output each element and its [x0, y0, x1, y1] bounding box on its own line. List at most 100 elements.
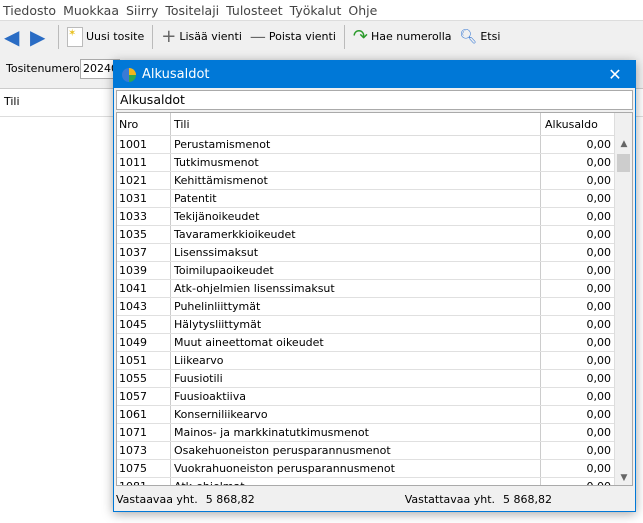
- cell-tili: Lisenssimaksut: [171, 244, 541, 261]
- cell-nro: 1043: [117, 298, 171, 315]
- menu-tulosteet[interactable]: Tulosteet: [226, 2, 283, 18]
- header-tili[interactable]: Tili: [171, 113, 541, 135]
- cell-tili: Tekijänoikeudet: [171, 208, 541, 225]
- menu-bar: Tiedosto Muokkaa Siirry Tositelaji Tulosteet…: [0, 0, 643, 20]
- liabilities-total-value: 5 868,82: [503, 492, 553, 506]
- menu-muokkaa[interactable]: Muokkaa: [63, 2, 119, 18]
- cell-tili: Perustamismenot: [171, 136, 541, 153]
- scroll-down-icon[interactable]: ▼: [620, 473, 628, 483]
- balances-table: Nro Tili Alkusaldo 1001 Perustamismenot 0,…: [116, 112, 633, 486]
- dialog-title: Alkusaldot: [142, 67, 210, 82]
- cell-nro: 1031: [117, 190, 171, 207]
- table-row[interactable]: 1037 Lisenssimaksut 0,00: [117, 244, 632, 262]
- cell-nro: 1081: [117, 478, 171, 485]
- table-row[interactable]: 1073 Osakehuoneiston perusparannusmenot 0,…: [117, 442, 632, 460]
- cell-tili: Osakehuoneiston perusparannusmenot: [171, 442, 541, 459]
- assets-total-label: Vastaavaa yht.: [116, 492, 198, 506]
- separator: [58, 24, 59, 49]
- cell-nro: 1001: [117, 136, 171, 153]
- menu-työkalut[interactable]: Työkalut: [289, 2, 342, 18]
- table-row[interactable]: 1043 Puhelinliittymät 0,00: [117, 298, 632, 316]
- assets-total-value: 5 868,82: [205, 492, 255, 506]
- new-voucher-label: Uusi tosite: [86, 30, 145, 43]
- menu-tiedosto[interactable]: Tiedosto: [3, 2, 57, 18]
- cell-nro: 1011: [117, 154, 171, 171]
- remove-entry-label: Poista vienti: [268, 30, 336, 43]
- header-nro[interactable]: Nro: [117, 113, 171, 135]
- cell-alkusaldo[interactable]: 0,00: [586, 354, 612, 367]
- cell-tili: Tutkimusmenot: [171, 154, 541, 171]
- cell-alkusaldo[interactable]: 0,00: [586, 372, 612, 385]
- voucher-number-label: Tositenumero: [6, 62, 80, 75]
- cell-nro: 1035: [117, 226, 171, 243]
- menu-tositelaji[interactable]: Tositelaji: [165, 2, 220, 18]
- search-label: Etsi: [480, 30, 501, 43]
- cell-nro: 1061: [117, 406, 171, 423]
- table-row[interactable]: 1031 Patentit 0,00: [117, 190, 632, 208]
- cell-tili: Toimilupaoikeudet: [171, 262, 541, 279]
- fetch-label: Hae numerolla: [370, 30, 452, 43]
- remove-entry-button[interactable]: — Poista vienti: [248, 27, 338, 46]
- scroll-up-icon[interactable]: ▲: [620, 139, 628, 149]
- liabilities-total-label: Vastattavaa yht.: [404, 492, 496, 506]
- table-row[interactable]: 1045 Hälytysliittymät 0,00: [117, 316, 632, 334]
- scrollbar-thumb[interactable]: [617, 154, 630, 172]
- table-row[interactable]: 1041 Atk-ohjelmien lisenssimaksut 0,00: [117, 280, 632, 298]
- cell-alkusaldo[interactable]: 0,00: [541, 478, 615, 485]
- table-row[interactable]: 1071 Mainos- ja markkinatutkimusmenot 0,00: [117, 424, 632, 442]
- back-arrow-icon[interactable]: ◀: [4, 24, 20, 49]
- cell-nro: 1041: [117, 280, 171, 297]
- forward-arrow-icon[interactable]: ▶: [30, 24, 46, 49]
- table-row[interactable]: 1057 Fuusioaktiiva 0,00: [117, 388, 632, 406]
- cell-alkusaldo[interactable]: 0,00: [586, 426, 612, 439]
- table-row[interactable]: 1051 Liikearvo 0,00: [117, 352, 632, 370]
- cell-alkusaldo[interactable]: 0,00: [586, 336, 612, 349]
- table-row[interactable]: 1033 Tekijänoikeudet 0,00: [117, 208, 632, 226]
- cell-alkusaldo[interactable]: 0,00: [586, 282, 612, 295]
- new-document-icon: ✶: [67, 26, 83, 47]
- cell-alkusaldo[interactable]: 0,00: [586, 156, 612, 169]
- cell-alkusaldo[interactable]: 0,00: [586, 444, 612, 457]
- cell-nro: 1021: [117, 172, 171, 189]
- cell-alkusaldo[interactable]: 0,00: [586, 264, 612, 277]
- plus-icon: +: [161, 26, 177, 47]
- table-row[interactable]: 1049 Muut aineettomat oikeudet 0,00: [117, 334, 632, 352]
- cell-alkusaldo[interactable]: 0,00: [586, 192, 612, 205]
- cell-tili: Kehittämismenot: [171, 172, 541, 189]
- cell-tili: Vuokrahuoneiston perusparannusmenot: [171, 460, 541, 477]
- cell-alkusaldo[interactable]: 0,00: [586, 300, 612, 313]
- table-row[interactable]: 1035 Tavaramerkkioikeudet 0,00: [117, 226, 632, 244]
- table-row[interactable]: 1061 Konserniliikearvo 0,00: [117, 406, 632, 424]
- vertical-scrollbar[interactable]: ▲ ▼: [614, 113, 632, 485]
- cell-alkusaldo[interactable]: 0,00: [586, 408, 612, 421]
- menu-siirry[interactable]: Siirry: [126, 2, 159, 18]
- cell-alkusaldo[interactable]: 0,00: [586, 228, 612, 241]
- cell-alkusaldo[interactable]: 0,00: [586, 318, 612, 331]
- cell-alkusaldo[interactable]: 0,00: [586, 462, 612, 475]
- add-entry-button[interactable]: + Lisää vienti: [159, 26, 244, 47]
- table-row[interactable]: 1021 Kehittämismenot 0,00: [117, 172, 632, 190]
- table-row[interactable]: 1011 Tutkimusmenot 0,00: [117, 154, 632, 172]
- cell-alkusaldo[interactable]: 0,00: [586, 210, 612, 223]
- menu-ohje[interactable]: Ohje: [348, 2, 378, 18]
- search-button[interactable]: 🔍︎ Etsi: [458, 29, 503, 45]
- table-row[interactable]: 1081Atk-ohjelmat0,00: [117, 478, 632, 485]
- table-row[interactable]: 1001 Perustamismenot 0,00: [117, 136, 632, 154]
- dialog-subtitle: Alkusaldot: [116, 90, 633, 110]
- cell-tili: Liikearvo: [171, 352, 541, 369]
- cell-nro: 1075: [117, 460, 171, 477]
- cell-alkusaldo[interactable]: 0,00: [586, 138, 612, 151]
- cell-alkusaldo[interactable]: 0,00: [586, 390, 612, 403]
- table-row[interactable]: 1055 Fuusiotili 0,00: [117, 370, 632, 388]
- header-alkusaldo[interactable]: Alkusaldo: [545, 117, 598, 131]
- new-voucher-button[interactable]: ✶ Uusi tosite: [65, 26, 146, 47]
- cell-alkusaldo[interactable]: 0,00: [586, 246, 612, 259]
- cell-alkusaldo[interactable]: 0,00: [586, 174, 612, 187]
- table-row[interactable]: 1039 Toimilupaoikeudet 0,00: [117, 262, 632, 280]
- fetch-by-number-button[interactable]: ↷ Hae numerolla: [351, 26, 454, 47]
- cell-tili: Tavaramerkkioikeudet: [171, 226, 541, 243]
- cell-nro: 1071: [117, 424, 171, 441]
- close-icon[interactable]: ✕: [608, 65, 622, 84]
- cell-nro: 1033: [117, 208, 171, 225]
- table-row[interactable]: 1075 Vuokrahuoneiston perusparannusmenot 0…: [117, 460, 632, 478]
